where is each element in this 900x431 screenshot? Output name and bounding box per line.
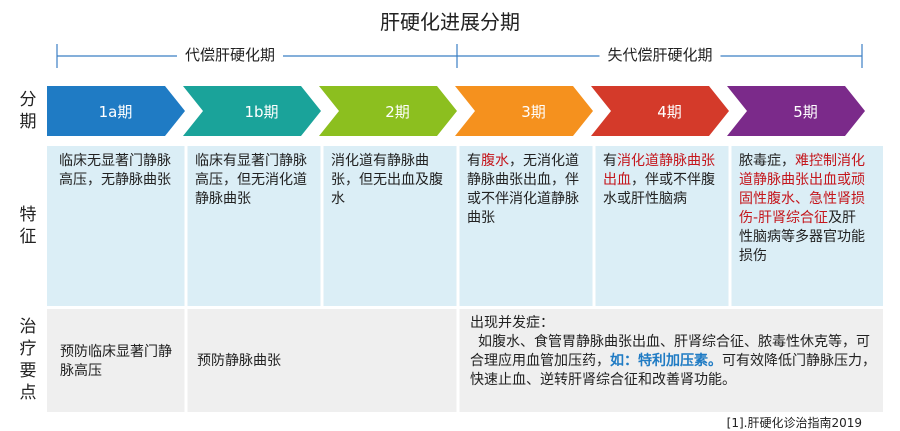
row-label: 分期 bbox=[19, 90, 37, 132]
stage-chevron bbox=[47, 86, 185, 136]
text-segment: ，伴或不伴腹水或肝性脑病 bbox=[603, 172, 715, 207]
stage-label: 2期 bbox=[385, 103, 410, 121]
text-segment: 临床有显著门静脉高压，但无消化道静脉曲张 bbox=[195, 153, 307, 207]
treatment-cell: 出现并发症： 如腹水、食管胃静脉曲张出血、肝肾综合征、脓毒性休克等，可合理应用血… bbox=[470, 314, 878, 390]
stage-chevron bbox=[319, 86, 457, 136]
text-segment: 有 bbox=[603, 153, 617, 169]
stage-chevron bbox=[727, 86, 865, 136]
text-segment: 及肝性脑病等多器官功能损伤 bbox=[739, 210, 865, 264]
stage-label: 5期 bbox=[793, 103, 818, 121]
row-label: 特征 bbox=[19, 205, 37, 247]
complication-title: 出现并发症： bbox=[470, 315, 554, 331]
text-segment: 腹水 bbox=[481, 153, 509, 169]
stage-label: 4期 bbox=[657, 103, 682, 121]
feature-cell: 临床无显著门静脉高压，无静脉曲张 bbox=[59, 152, 173, 190]
text-segment: 可有效降低门静脉压力，快速止血、逆转肝肾综合征和改善肾功能。 bbox=[470, 353, 876, 388]
text-segment: 如腹水、食管胃静脉曲张出血、肝肾综合征、脓毒性休克等，可合理应用血管加压药， bbox=[470, 334, 870, 369]
treatment-cell: 预防静脉曲张 bbox=[197, 353, 281, 369]
text-segment: 脓毒症， bbox=[739, 153, 795, 169]
footnote: [1].肝硬化诊治指南2019 bbox=[726, 416, 862, 430]
text-segment: 消化道静脉曲张出血 bbox=[603, 153, 715, 188]
feature-cell: 消化道有静脉曲张，但无出血及腹水 bbox=[331, 152, 445, 209]
text-segment: 消化道有静脉曲张，但无出血及腹水 bbox=[331, 153, 443, 207]
feature-cell: 有消化道静脉曲张出血，伴或不伴腹水或肝性脑病 bbox=[603, 152, 717, 209]
text-segment: 如：特利加压素。 bbox=[610, 353, 722, 369]
phase-label: 代偿肝硬化期 bbox=[176, 44, 284, 65]
text-segment: 难控制消化道静脉曲张出血或顽固性腹水、急性肾损伤-肝肾综合征 bbox=[739, 153, 865, 226]
text-segment: 临床无显著门静脉高压，无静脉曲张 bbox=[59, 153, 171, 188]
feature-cell: 临床有显著门静脉高压，但无消化道静脉曲张 bbox=[195, 152, 309, 209]
stage-chevron bbox=[455, 86, 593, 136]
treatment-cell: 预防临床显著门静脉高压 bbox=[60, 344, 172, 379]
phase-label: 失代偿肝硬化期 bbox=[599, 44, 721, 65]
feature-cell: 有腹水，无消化道静脉曲张出血，伴或不伴消化道静脉曲张 bbox=[467, 152, 581, 228]
complication-text: 如腹水、食管胃静脉曲张出血、肝肾综合征、脓毒性休克等，可合理应用血管加压药，如：… bbox=[470, 333, 878, 390]
stage-label: 1b期 bbox=[244, 103, 279, 121]
title: 肝硬化进展分期 bbox=[380, 10, 520, 34]
text-segment: ，无消化道静脉曲张出血，伴或不伴消化道静脉曲张 bbox=[467, 153, 579, 226]
stage-label: 1a期 bbox=[98, 103, 133, 121]
stage-chevron bbox=[183, 86, 321, 136]
stage-chevron bbox=[591, 86, 729, 136]
text-segment: 有 bbox=[467, 153, 481, 169]
row-label: 治疗要点 bbox=[19, 317, 37, 403]
stage-label: 3期 bbox=[521, 103, 546, 121]
feature-cell: 脓毒症，难控制消化道静脉曲张出血或顽固性腹水、急性肾损伤-肝肾综合征及肝性脑病等… bbox=[739, 152, 867, 266]
